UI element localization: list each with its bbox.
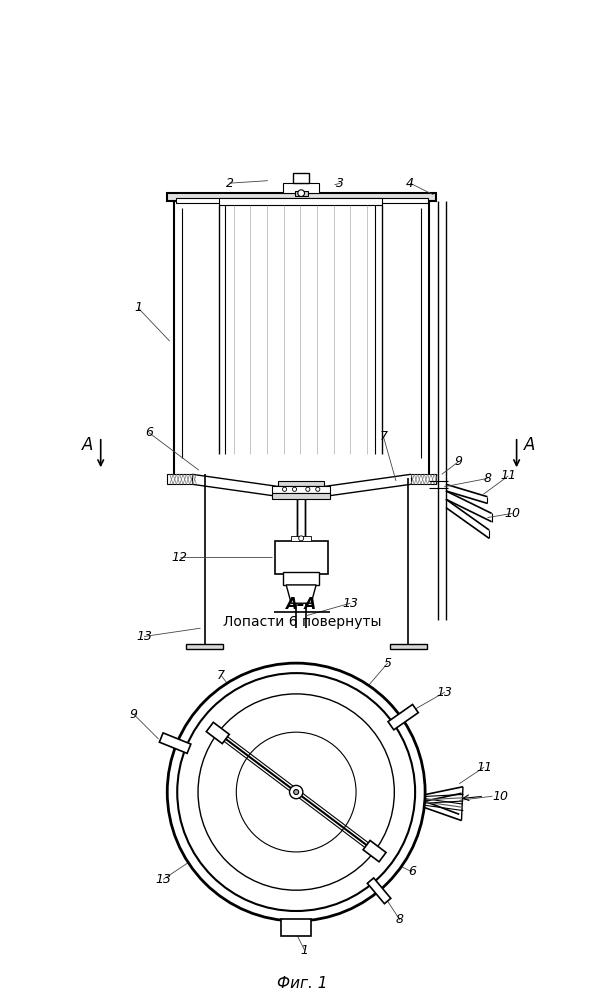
Polygon shape <box>286 585 316 603</box>
Text: 7: 7 <box>379 430 388 443</box>
Text: 3: 3 <box>336 177 344 190</box>
Bar <box>167 193 436 201</box>
Text: 13: 13 <box>155 873 171 886</box>
Circle shape <box>316 487 320 491</box>
Text: Лопасти 6 повернуты: Лопасти 6 повернуты <box>223 615 381 629</box>
Text: 11: 11 <box>500 469 516 482</box>
Text: 13: 13 <box>437 686 453 699</box>
Text: 1: 1 <box>134 301 142 314</box>
Circle shape <box>167 663 425 921</box>
Text: 6: 6 <box>145 426 153 439</box>
Circle shape <box>236 732 356 852</box>
Bar <box>295 191 308 196</box>
Bar <box>411 474 436 484</box>
Text: 11: 11 <box>476 761 492 774</box>
Text: 7: 7 <box>217 669 225 682</box>
Text: А: А <box>82 436 93 454</box>
Bar <box>272 486 330 493</box>
Text: 8: 8 <box>396 913 404 926</box>
Text: 13: 13 <box>136 630 152 643</box>
Bar <box>291 536 311 541</box>
Text: 12: 12 <box>172 551 188 564</box>
Bar <box>283 572 320 585</box>
Bar <box>390 644 427 649</box>
Bar <box>278 481 324 486</box>
Bar <box>275 541 328 574</box>
Bar <box>293 173 309 183</box>
Bar <box>283 183 320 193</box>
Text: А–А: А–А <box>286 597 318 612</box>
Bar <box>272 493 330 499</box>
Bar <box>281 919 311 936</box>
Polygon shape <box>367 878 391 904</box>
Polygon shape <box>207 722 230 744</box>
Text: 5: 5 <box>384 657 391 670</box>
Text: 10: 10 <box>504 507 521 520</box>
Polygon shape <box>363 840 386 862</box>
Bar <box>187 644 223 649</box>
Circle shape <box>306 487 310 491</box>
Text: 10: 10 <box>492 790 509 803</box>
Polygon shape <box>388 704 419 730</box>
Bar <box>219 198 382 205</box>
Polygon shape <box>159 733 191 753</box>
Circle shape <box>298 190 304 196</box>
Text: 8: 8 <box>483 472 492 485</box>
Text: 4: 4 <box>406 177 414 190</box>
Circle shape <box>177 673 415 911</box>
Text: 9: 9 <box>454 455 463 468</box>
Text: 9: 9 <box>129 708 138 721</box>
Text: 13: 13 <box>342 597 358 610</box>
Text: 6: 6 <box>408 865 416 878</box>
Circle shape <box>298 536 304 541</box>
Bar <box>176 198 428 203</box>
Bar <box>167 474 192 484</box>
Circle shape <box>292 487 297 491</box>
Circle shape <box>294 790 298 795</box>
Text: 1: 1 <box>301 944 309 957</box>
Circle shape <box>198 694 394 890</box>
Text: 2: 2 <box>226 177 234 190</box>
Circle shape <box>289 785 303 799</box>
Text: А: А <box>524 436 536 454</box>
Text: Фиг. 1: Фиг. 1 <box>277 976 327 991</box>
Circle shape <box>283 487 287 491</box>
